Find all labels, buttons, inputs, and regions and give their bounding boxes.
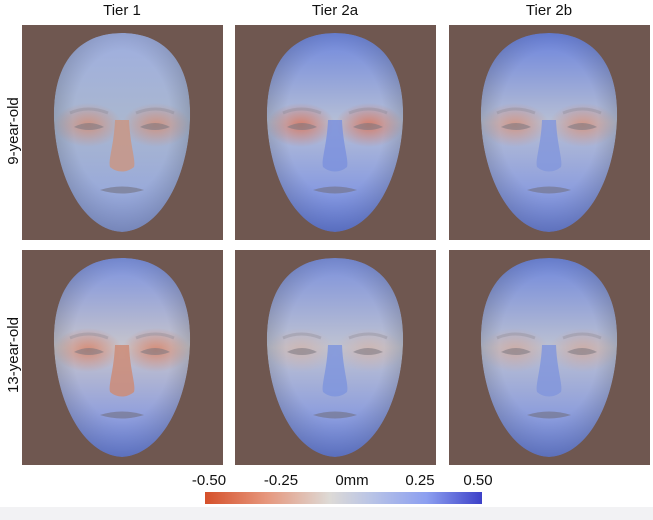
row-label-13-year-old: 13-year-old bbox=[5, 317, 22, 393]
colorbar-tick-min: -0.50 bbox=[191, 472, 227, 489]
row-label-9-year-old: 9-year-old bbox=[5, 97, 22, 165]
bottom-strip bbox=[0, 507, 653, 520]
face-heatmap bbox=[266, 33, 404, 232]
column-header-tier-2a: Tier 2a bbox=[311, 2, 359, 19]
panel-13yo-tier-1 bbox=[22, 250, 223, 465]
panel-13yo-tier-2a bbox=[235, 250, 436, 465]
colorbar-tick-max: 0.50 bbox=[463, 472, 493, 489]
panel-9yo-tier-2b bbox=[449, 25, 650, 240]
panel-9yo-tier-1 bbox=[22, 25, 223, 240]
panel-9yo-tier-2a bbox=[235, 25, 436, 240]
column-header-tier-2b: Tier 2b bbox=[525, 2, 573, 19]
face-heatmap bbox=[480, 258, 618, 457]
column-header-tier-1: Tier 1 bbox=[103, 2, 141, 19]
colorbar-tick-high: 0.25 bbox=[405, 472, 435, 489]
face-heatmap bbox=[53, 258, 191, 457]
panel-13yo-tier-2b bbox=[449, 250, 650, 465]
colorbar-tick-zero: 0mm bbox=[335, 472, 369, 489]
colorbar bbox=[205, 492, 482, 504]
face-heatmap bbox=[480, 33, 618, 232]
face-heatmap bbox=[53, 33, 191, 232]
colorbar-tick-low: -0.25 bbox=[263, 472, 299, 489]
face-heatmap bbox=[266, 258, 404, 457]
